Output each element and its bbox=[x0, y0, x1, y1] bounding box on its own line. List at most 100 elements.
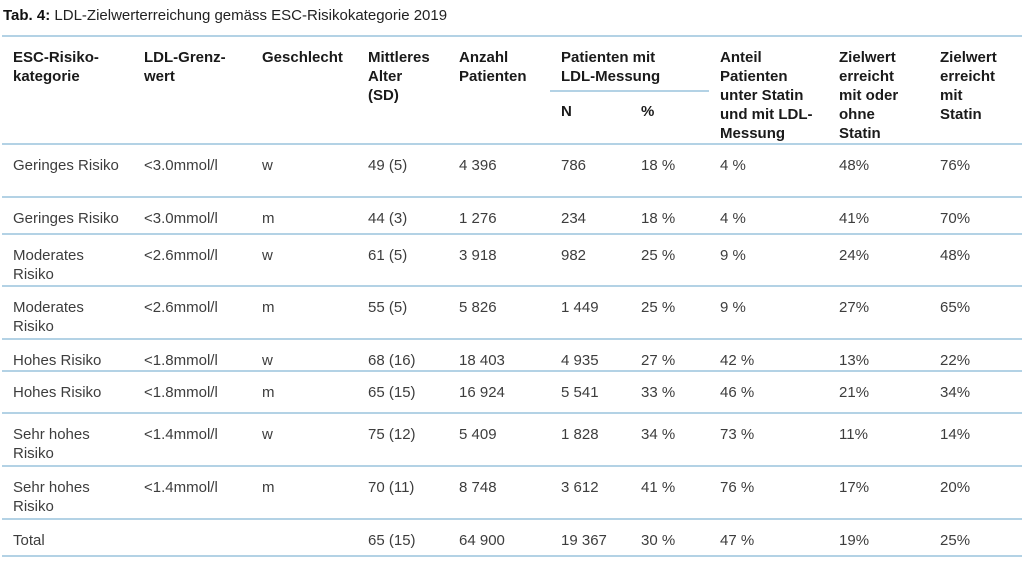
table-cell: 41% bbox=[828, 197, 930, 235]
table-cell: 18 % bbox=[630, 144, 710, 198]
table-cell: 55 (5) bbox=[357, 286, 448, 340]
table-row: Moderates Risiko <2.6mmol/l w 61 (5) 3 918 98… bbox=[2, 234, 1023, 287]
table-cell: 68 (16) bbox=[357, 339, 448, 372]
table-cell: 65% bbox=[929, 286, 1023, 340]
table-cell: w bbox=[251, 413, 357, 467]
table-cell: Geringes Risiko bbox=[2, 144, 133, 198]
table-row: Total 65 (15) 64 900 19 367 30 % 47 % 19% 25% bbox=[2, 519, 1023, 557]
table-cell: <1.8mmol/l bbox=[133, 371, 251, 414]
col-header-esc-risk-category: ESC-Risiko- kategorie bbox=[2, 35, 133, 145]
table-cell: 41 % bbox=[630, 466, 710, 520]
table-cell: 14% bbox=[929, 413, 1023, 467]
table-cell: 3 918 bbox=[448, 234, 550, 287]
table-cell: 3 612 bbox=[550, 466, 630, 520]
table-cell: 5 541 bbox=[550, 371, 630, 414]
sub-header-percent: % bbox=[630, 90, 710, 145]
table-header: ESC-Risiko- kategorie LDL-Grenz- wert Ge… bbox=[2, 35, 1023, 145]
table-cell: 42 % bbox=[709, 339, 829, 372]
table-cell: m bbox=[251, 466, 357, 520]
table-cell: 48% bbox=[929, 234, 1023, 287]
col-header-share-statin-ldl: Anteil Patienten unter Statin und mit LD… bbox=[709, 35, 829, 145]
table-cell: <2.6mmol/l bbox=[133, 234, 251, 287]
table-cell: Hohes Risiko bbox=[2, 371, 133, 414]
table-cell: <1.8mmol/l bbox=[133, 339, 251, 372]
table-cell: 64 900 bbox=[448, 519, 550, 557]
table-cell: w bbox=[251, 234, 357, 287]
table-row: Hohes Risiko <1.8mmol/l w 68 (16) 18 403 4 93… bbox=[2, 339, 1023, 372]
table-cell: 47 % bbox=[709, 519, 829, 557]
table-cell: 1 276 bbox=[448, 197, 550, 235]
table-cell: 786 bbox=[550, 144, 630, 198]
table-cell: m bbox=[251, 197, 357, 235]
table-cell: 34 % bbox=[630, 413, 710, 467]
table-cell: 24% bbox=[828, 234, 930, 287]
table-cell: 21% bbox=[828, 371, 930, 414]
table-cell: 18 403 bbox=[448, 339, 550, 372]
table-cell: 48% bbox=[828, 144, 930, 198]
table-row: Sehr hohes Risiko <1.4mmol/l w 75 (12) 5 409… bbox=[2, 413, 1023, 467]
table-cell: m bbox=[251, 286, 357, 340]
table-cell: <2.6mmol/l bbox=[133, 286, 251, 340]
table-row: Geringes Risiko <3.0mmol/l w 49 (5) 4 396 786… bbox=[2, 144, 1023, 198]
table-cell: 1 828 bbox=[550, 413, 630, 467]
table-cell: 9 % bbox=[709, 286, 829, 340]
table-cell: Sehr hohes Risiko bbox=[2, 466, 133, 520]
col-header-target-with-or-without-statin: Zielwert erreicht mit oder ohne Statin bbox=[828, 35, 930, 145]
table-cell: 76% bbox=[929, 144, 1023, 198]
table-cell: 70 (11) bbox=[357, 466, 448, 520]
table-cell: <1.4mmol/l bbox=[133, 413, 251, 467]
table-cell: 4 % bbox=[709, 197, 829, 235]
col-header-group-ldl-measured: Patienten mit LDL-Messung bbox=[550, 35, 710, 92]
table-cell: Total bbox=[2, 519, 133, 557]
table-cell: 8 748 bbox=[448, 466, 550, 520]
table-row: Sehr hohes Risiko <1.4mmol/l m 70 (11) 8 748… bbox=[2, 466, 1023, 520]
table-cell: 73 % bbox=[709, 413, 829, 467]
table-caption: Tab. 4: LDL-Zielwerterreichung gemäss ES… bbox=[0, 0, 1024, 26]
table-cell: 4 935 bbox=[550, 339, 630, 372]
table-cell: 34% bbox=[929, 371, 1023, 414]
table-row: Geringes Risiko <3.0mmol/l m 44 (3) 1 276 234… bbox=[2, 197, 1023, 235]
table-cell: Moderates Risiko bbox=[2, 234, 133, 287]
table-cell: Moderates Risiko bbox=[2, 286, 133, 340]
table-cell: <3.0mmol/l bbox=[133, 144, 251, 198]
table-cell: Geringes Risiko bbox=[2, 197, 133, 235]
table-cell: 70% bbox=[929, 197, 1023, 235]
table-cell: 75 (12) bbox=[357, 413, 448, 467]
table-cell: 17% bbox=[828, 466, 930, 520]
table-cell: w bbox=[251, 144, 357, 198]
table-cell: m bbox=[251, 371, 357, 414]
table-cell: 1 449 bbox=[550, 286, 630, 340]
table-cell: 18 % bbox=[630, 197, 710, 235]
table-body: Geringes Risiko <3.0mmol/l w 49 (5) 4 396 786… bbox=[2, 144, 1023, 557]
table-cell: 982 bbox=[550, 234, 630, 287]
table-row: Moderates Risiko <2.6mmol/l m 55 (5) 5 826 1 … bbox=[2, 286, 1023, 340]
ldl-results-table: ESC-Risiko- kategorie LDL-Grenz- wert Ge… bbox=[2, 35, 1023, 557]
table-cell: 4 % bbox=[709, 144, 829, 198]
table-cell: Hohes Risiko bbox=[2, 339, 133, 372]
table-cell: 65 (15) bbox=[357, 519, 448, 557]
table-cell: 4 396 bbox=[448, 144, 550, 198]
table-cell: 19% bbox=[828, 519, 930, 557]
table-cell: 46 % bbox=[709, 371, 829, 414]
table-cell: 61 (5) bbox=[357, 234, 448, 287]
table-cell: 76 % bbox=[709, 466, 829, 520]
table-cell: 20% bbox=[929, 466, 1023, 520]
table-cell bbox=[251, 519, 357, 557]
table-cell: 19 367 bbox=[550, 519, 630, 557]
table-cell: w bbox=[251, 339, 357, 372]
table-cell: 9 % bbox=[709, 234, 829, 287]
table-title-text: LDL-Zielwerterreichung gemäss ESC-Risiko… bbox=[54, 7, 448, 24]
table-cell: 30 % bbox=[630, 519, 710, 557]
table-cell: 22% bbox=[929, 339, 1023, 372]
table-cell: 5 409 bbox=[448, 413, 550, 467]
table-cell: 27 % bbox=[630, 339, 710, 372]
sub-header-n: N bbox=[550, 90, 630, 145]
table-cell: <1.4mmol/l bbox=[133, 466, 251, 520]
col-header-mean-age: Mittleres Alter (SD) bbox=[357, 35, 448, 145]
col-header-target-with-statin: Zielwert erreicht mit Statin bbox=[929, 35, 1023, 145]
table-row: Hohes Risiko <1.8mmol/l m 65 (15) 16 924 5 54… bbox=[2, 371, 1023, 414]
table-cell: 44 (3) bbox=[357, 197, 448, 235]
table-cell: <3.0mmol/l bbox=[133, 197, 251, 235]
table-cell: 234 bbox=[550, 197, 630, 235]
table-cell: 25 % bbox=[630, 234, 710, 287]
